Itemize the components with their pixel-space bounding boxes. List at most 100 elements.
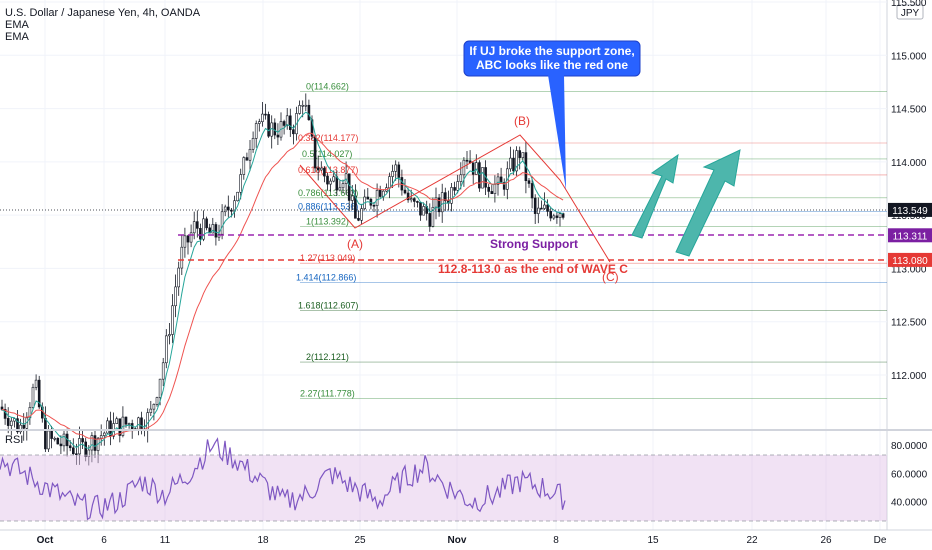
candle-body: [189, 232, 193, 243]
candle-body: [515, 150, 518, 172]
candle-body: [304, 104, 308, 107]
candle-body: [177, 267, 180, 288]
candle-body: [478, 162, 481, 189]
candle-body: [6, 418, 10, 426]
candle-body: [186, 235, 190, 243]
candle-body: [202, 218, 205, 240]
candle-body: [59, 443, 63, 447]
time-tick-label: Oct: [37, 535, 54, 546]
time-axis[interactable]: Oct 6 11 18 25 Nov 8 15 22 26 De: [37, 535, 887, 546]
candle-body: [366, 196, 370, 200]
candle-body: [115, 418, 118, 424]
callout-line-2: ABC looks like the red one: [476, 58, 628, 72]
rsi-tick-label: 40.0000: [891, 498, 928, 509]
candle-body: [487, 186, 491, 192]
candle-body: [397, 164, 401, 178]
wave-label-c: (C): [602, 270, 619, 284]
candle-body: [10, 420, 13, 426]
candle-body: [62, 433, 66, 447]
candle-body: [254, 123, 258, 139]
price-tick-label: 112.000: [891, 371, 927, 382]
candle-body: [326, 175, 329, 185]
time-tick-label: 22: [746, 535, 758, 546]
callout-box[interactable]: If UJ broke the support zone, ABC looks …: [463, 40, 641, 190]
fib-level-label: 1.414(112.866): [296, 273, 356, 283]
indicator-ema-1[interactable]: EMA: [5, 19, 30, 31]
candle-body: [313, 135, 317, 169]
time-tick-label: Nov: [448, 535, 467, 546]
candle-body: [558, 213, 562, 218]
currency-label: JPY: [901, 8, 920, 19]
price-pane[interactable]: [0, 0, 887, 427]
currency-badge[interactable]: [896, 4, 924, 20]
price-badge-label: 113.080: [892, 256, 928, 267]
candle-body: [19, 424, 22, 433]
candle-body: [93, 435, 97, 451]
candle-body: [220, 211, 224, 235]
candle-body: [285, 115, 289, 126]
bullish-arrow-1[interactable]: [631, 153, 679, 239]
candle-body: [440, 192, 444, 213]
candle-body: [292, 129, 295, 135]
candle-body: [474, 162, 478, 175]
candle-body: [68, 445, 72, 449]
time-tick-label: 6: [101, 535, 107, 546]
time-tick-label: 18: [257, 535, 269, 546]
ema-slow-line: [1, 132, 564, 440]
indicator-ema-2[interactable]: EMA: [5, 31, 30, 43]
candle-body: [530, 183, 534, 199]
candle-body: [236, 191, 239, 202]
candle-body: [257, 121, 261, 124]
candle-body: [264, 113, 267, 116]
price-axis[interactable]: [887, 0, 932, 550]
price-tick-label: 114.500: [891, 105, 927, 116]
candle-body: [251, 138, 255, 150]
candle-body: [375, 189, 379, 206]
candle-body: [137, 417, 140, 431]
candle-body: [403, 189, 407, 194]
candle-body: [391, 171, 394, 177]
fibonacci-extension[interactable]: 0(114.662) 0.382(114.177) 0.5(114.027) 0.61…: [296, 81, 887, 399]
candle-body: [338, 187, 342, 191]
rsi-line: [0, 437, 566, 521]
candle-body: [273, 122, 277, 136]
candle-body: [378, 189, 382, 197]
candle-body: [16, 418, 19, 433]
fib-level-label: 1.618(112.607): [298, 300, 358, 310]
candle-body: [347, 173, 351, 201]
candle-body: [335, 176, 339, 191]
candle-body: [453, 187, 456, 191]
candle-body: [533, 197, 537, 214]
wave-label-a: (A): [347, 237, 363, 251]
candle-body: [406, 192, 410, 201]
abc-wave-line[interactable]: [299, 134, 611, 263]
candle-body: [34, 379, 38, 388]
fib-level-label: 1(113.392): [306, 217, 349, 227]
fib-level-label: 2(112.121): [306, 352, 349, 362]
candle-body: [103, 432, 106, 436]
rsi-tick-label: 80.0000: [891, 441, 928, 452]
candle-body: [75, 453, 78, 456]
candle-body: [245, 157, 249, 161]
time-tick-label: De: [874, 535, 887, 546]
candle-body: [555, 215, 559, 218]
candle-body: [431, 207, 435, 227]
price-badge-label: 113.549: [892, 206, 928, 217]
fib-level-label: 2.27(111.778): [300, 389, 355, 399]
wave-label-b: (B): [514, 114, 530, 128]
candle-body: [416, 201, 419, 203]
bullish-arrow-2[interactable]: [675, 149, 741, 257]
candle-body: [549, 211, 553, 219]
time-tick-label: 25: [354, 535, 366, 546]
candle-body: [0, 406, 4, 410]
candle-body: [329, 180, 332, 185]
price-badges: 113.549 113.311 113.080: [888, 202, 932, 267]
candle-body: [540, 207, 543, 210]
candle-body: [428, 213, 432, 227]
price-tick-label: 115.000: [891, 51, 927, 62]
fib-level-label: 0.886(113.536): [298, 201, 358, 211]
candle-body: [412, 198, 416, 202]
candle-body: [301, 104, 305, 107]
candle-body: [437, 197, 441, 213]
